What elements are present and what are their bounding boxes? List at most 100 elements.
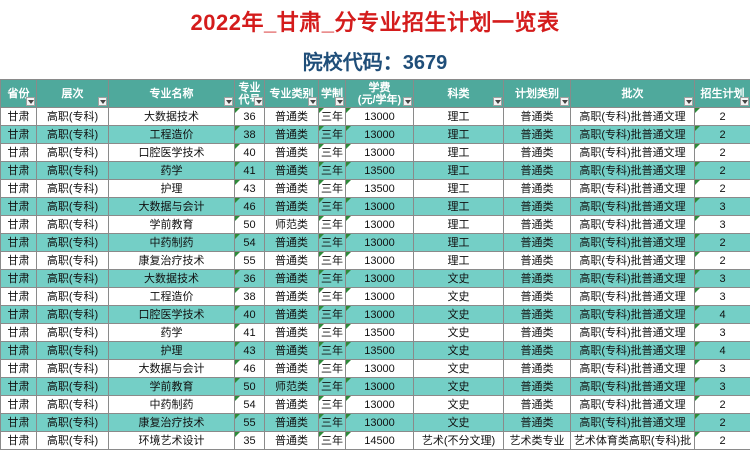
cell-duration[interactable]: 三年 [318,125,346,144]
cell-major-category[interactable]: 普通类 [264,305,319,324]
cell-subject[interactable]: 艺术(不分文理) [413,431,504,450]
cell-tuition[interactable]: 13000 [345,215,414,234]
cell-major-name[interactable]: 药学 [108,323,235,342]
cell-major-code[interactable]: 43 [234,341,265,360]
cell-subject[interactable]: 文史 [413,413,504,432]
cell-enrollment[interactable]: 3 [694,323,750,342]
cell-major-code[interactable]: 54 [234,233,265,252]
cell-batch[interactable]: 高职(专科)批普通文理 [570,269,695,288]
cell-duration[interactable]: 三年 [318,431,346,450]
cell-batch[interactable]: 高职(专科)批普通文理 [570,287,695,306]
cell-plan-type[interactable]: 普通类 [503,269,571,288]
cell-subject[interactable]: 理工 [413,161,504,180]
cell-duration[interactable]: 三年 [318,305,346,324]
cell-batch[interactable]: 高职(专科)批普通文理 [570,161,695,180]
cell-level[interactable]: 高职(专科) [36,287,109,306]
cell-enrollment[interactable]: 3 [694,287,750,306]
cell-batch[interactable]: 高职(专科)批普通文理 [570,341,695,360]
filter-dropdown-icon[interactable] [224,97,233,106]
cell-major-category[interactable]: 普通类 [264,197,319,216]
cell-plan-type[interactable]: 普通类 [503,179,571,198]
cell-level[interactable]: 高职(专科) [36,359,109,378]
cell-duration[interactable]: 三年 [318,143,346,162]
cell-plan-type[interactable]: 普通类 [503,413,571,432]
filter-dropdown-icon[interactable] [254,97,263,106]
cell-duration[interactable]: 三年 [318,377,346,396]
cell-tuition[interactable]: 13000 [345,143,414,162]
cell-enrollment[interactable]: 3 [694,197,750,216]
col-header-province[interactable]: 省份 [0,79,37,108]
cell-tuition[interactable]: 13000 [345,233,414,252]
cell-province[interactable]: 甘肃 [0,125,37,144]
cell-province[interactable]: 甘肃 [0,323,37,342]
cell-level[interactable]: 高职(专科) [36,269,109,288]
cell-plan-type[interactable]: 普通类 [503,125,571,144]
cell-province[interactable]: 甘肃 [0,287,37,306]
cell-batch[interactable]: 高职(专科)批普通文理 [570,377,695,396]
cell-major-category[interactable]: 普通类 [264,269,319,288]
cell-enrollment[interactable]: 2 [694,395,750,414]
cell-major-category[interactable]: 普通类 [264,125,319,144]
cell-plan-type[interactable]: 普通类 [503,107,571,126]
cell-province[interactable]: 甘肃 [0,161,37,180]
col-header-major-category[interactable]: 专业类别 [264,79,319,108]
cell-duration[interactable]: 三年 [318,179,346,198]
cell-plan-type[interactable]: 普通类 [503,323,571,342]
cell-province[interactable]: 甘肃 [0,251,37,270]
cell-subject[interactable]: 理工 [413,179,504,198]
cell-major-code[interactable]: 41 [234,161,265,180]
cell-major-category[interactable]: 普通类 [264,251,319,270]
cell-major-code[interactable]: 36 [234,269,265,288]
cell-batch[interactable]: 高职(专科)批普通文理 [570,305,695,324]
cell-plan-type[interactable]: 艺术类专业 [503,431,571,450]
filter-dropdown-icon[interactable] [684,97,693,106]
cell-subject[interactable]: 文史 [413,323,504,342]
cell-duration[interactable]: 三年 [318,161,346,180]
cell-enrollment[interactable]: 2 [694,413,750,432]
filter-dropdown-icon[interactable] [26,97,35,106]
cell-plan-type[interactable]: 普通类 [503,143,571,162]
cell-enrollment[interactable]: 4 [694,305,750,324]
cell-province[interactable]: 甘肃 [0,107,37,126]
cell-major-category[interactable]: 师范类 [264,377,319,396]
cell-batch[interactable]: 高职(专科)批普通文理 [570,143,695,162]
cell-enrollment[interactable]: 3 [694,359,750,378]
cell-enrollment[interactable]: 2 [694,161,750,180]
cell-batch[interactable]: 高职(专科)批普通文理 [570,395,695,414]
cell-major-name[interactable]: 药学 [108,161,235,180]
cell-subject[interactable]: 文史 [413,377,504,396]
cell-subject[interactable]: 理工 [413,143,504,162]
cell-major-code[interactable]: 40 [234,143,265,162]
cell-tuition[interactable]: 14500 [345,431,414,450]
cell-duration[interactable]: 三年 [318,323,346,342]
cell-enrollment[interactable]: 2 [694,179,750,198]
cell-major-category[interactable]: 普通类 [264,395,319,414]
cell-province[interactable]: 甘肃 [0,233,37,252]
cell-level[interactable]: 高职(专科) [36,431,109,450]
cell-major-category[interactable]: 普通类 [264,431,319,450]
cell-duration[interactable]: 三年 [318,215,346,234]
cell-major-name[interactable]: 学前教育 [108,377,235,396]
cell-enrollment[interactable]: 2 [694,431,750,450]
cell-tuition[interactable]: 13500 [345,179,414,198]
cell-plan-type[interactable]: 普通类 [503,341,571,360]
cell-level[interactable]: 高职(专科) [36,197,109,216]
cell-province[interactable]: 甘肃 [0,215,37,234]
cell-enrollment[interactable]: 2 [694,107,750,126]
cell-major-code[interactable]: 38 [234,125,265,144]
cell-duration[interactable]: 三年 [318,233,346,252]
cell-major-code[interactable]: 54 [234,395,265,414]
cell-plan-type[interactable]: 普通类 [503,287,571,306]
col-header-duration[interactable]: 学制 [318,79,346,108]
cell-duration[interactable]: 三年 [318,413,346,432]
cell-major-name[interactable]: 护理 [108,341,235,360]
cell-batch[interactable]: 高职(专科)批普通文理 [570,179,695,198]
cell-major-code[interactable]: 46 [234,359,265,378]
cell-major-name[interactable]: 大数据与会计 [108,197,235,216]
cell-subject[interactable]: 理工 [413,215,504,234]
cell-plan-type[interactable]: 普通类 [503,251,571,270]
cell-batch[interactable]: 高职(专科)批普通文理 [570,413,695,432]
cell-level[interactable]: 高职(专科) [36,305,109,324]
col-header-batch[interactable]: 批次 [570,79,695,108]
cell-plan-type[interactable]: 普通类 [503,197,571,216]
